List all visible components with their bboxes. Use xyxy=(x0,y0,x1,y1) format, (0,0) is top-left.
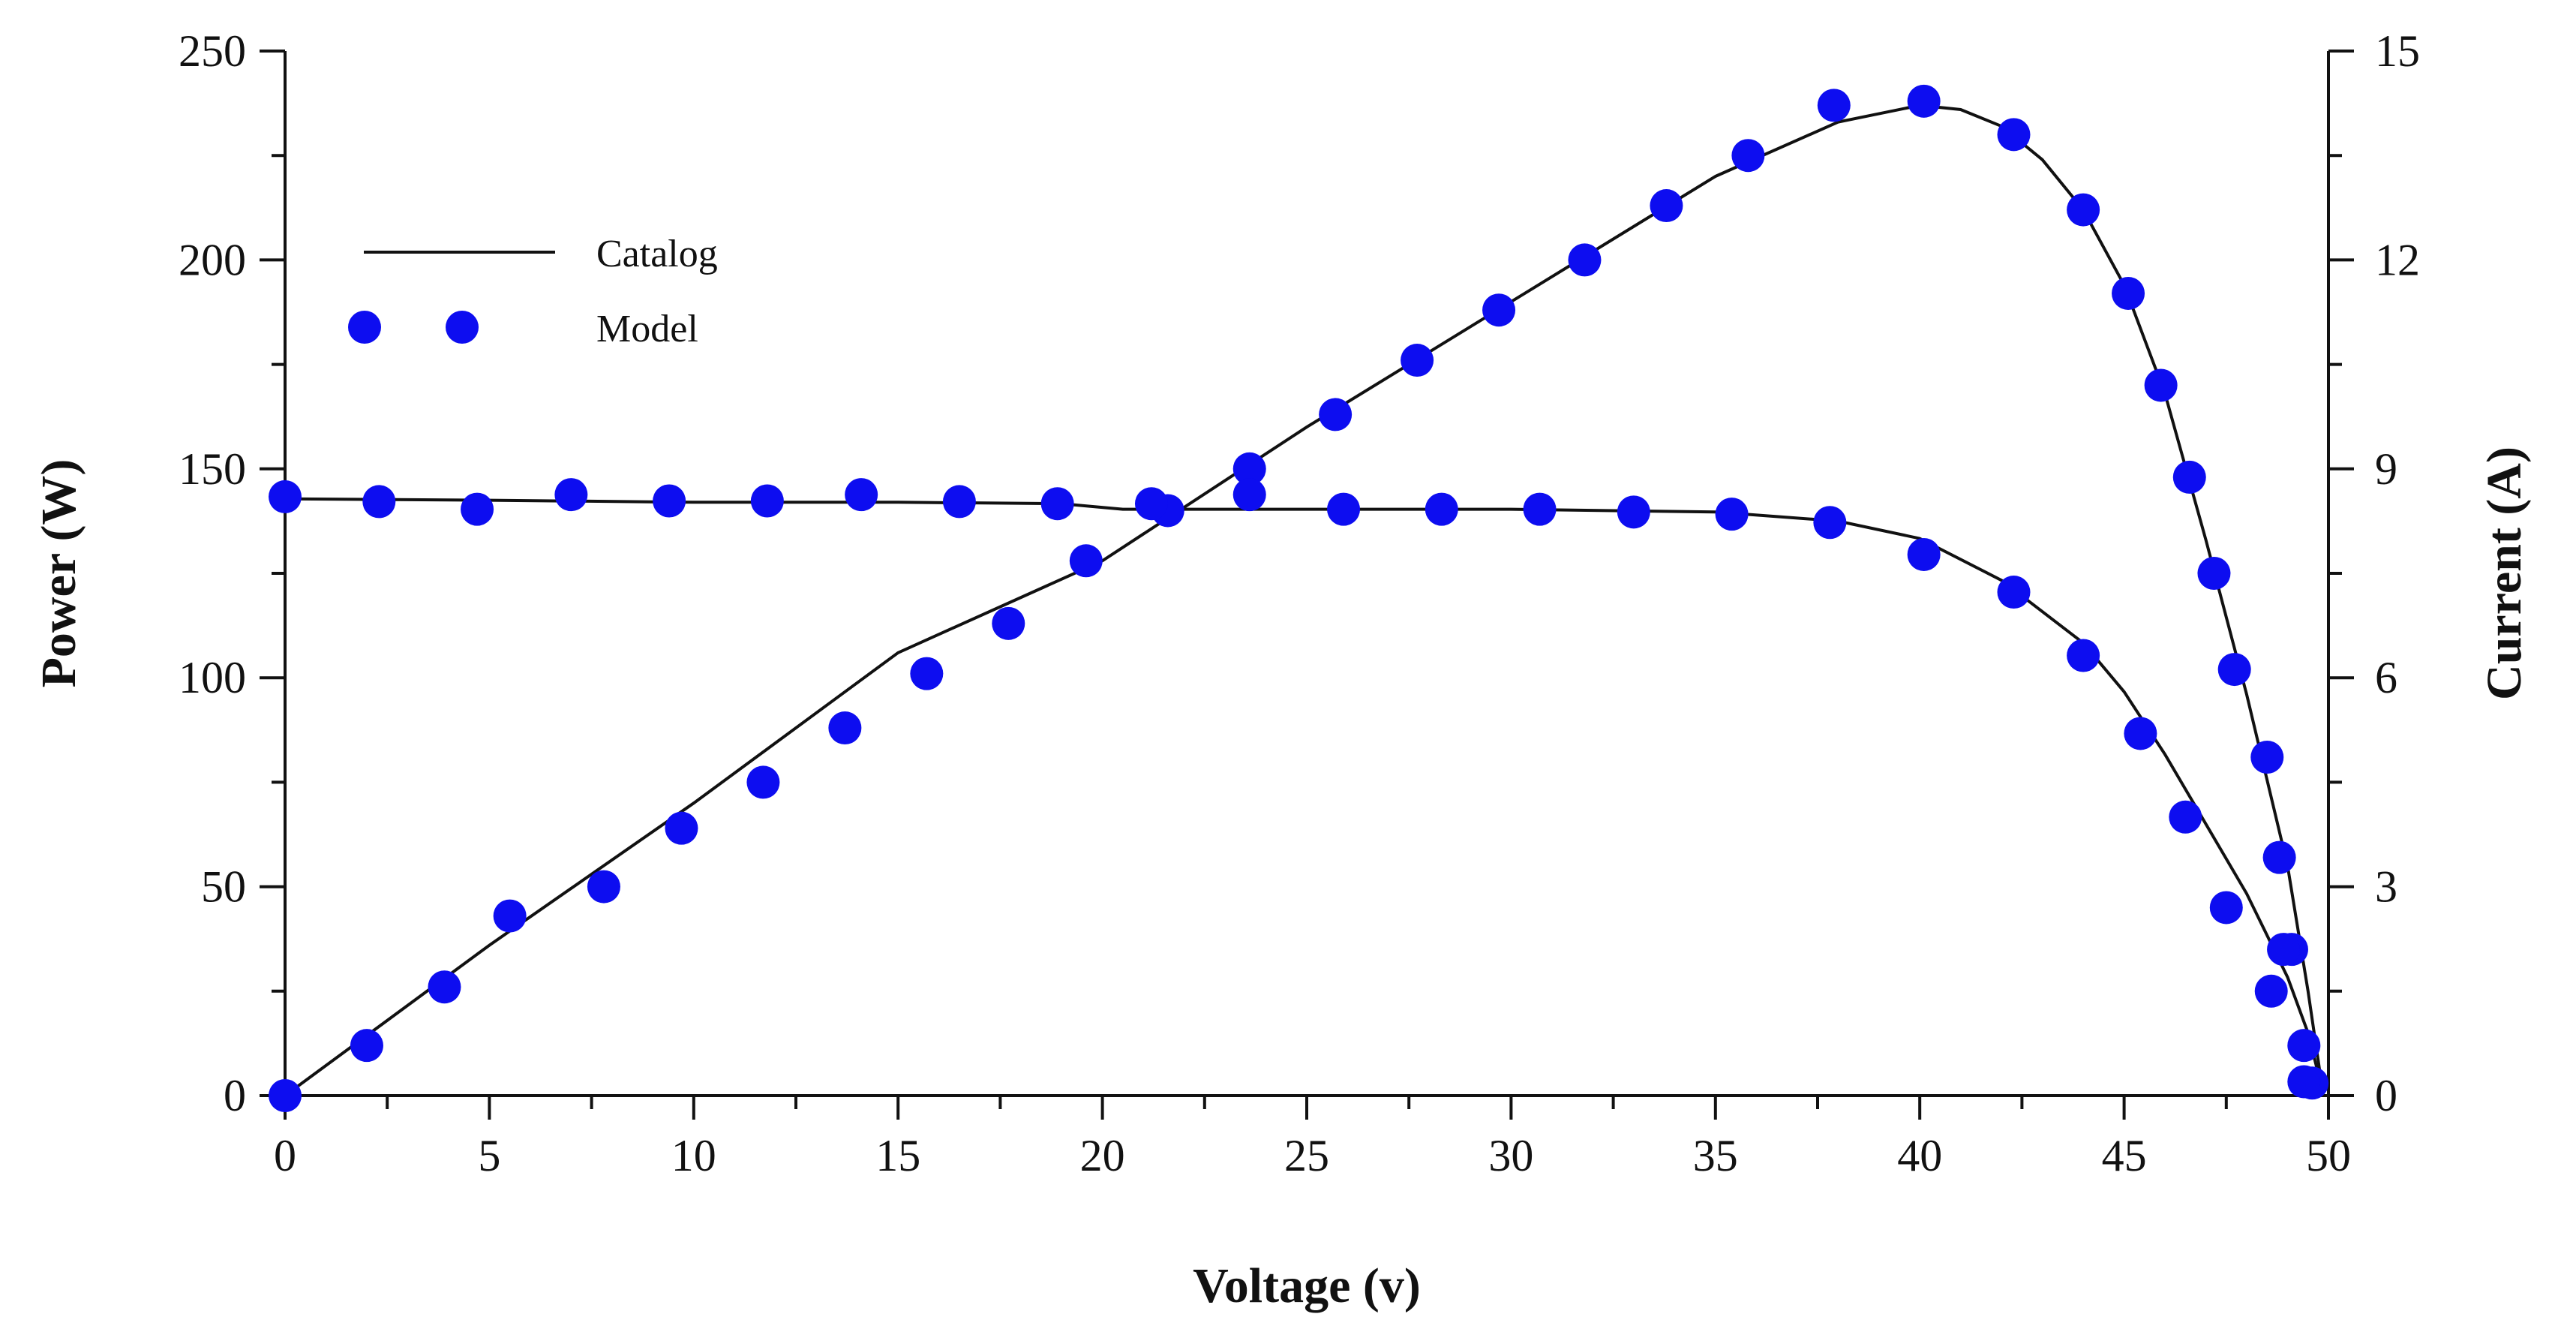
model-p-v-point xyxy=(1817,89,1851,122)
model-p-v-point xyxy=(350,1029,383,1063)
model-p-v-point xyxy=(2197,557,2231,590)
model-i-v-point xyxy=(554,478,588,512)
y-right-tick-label: 0 xyxy=(2375,1071,2397,1120)
model-p-v-point xyxy=(1319,398,1353,431)
y-left-tick-label: 50 xyxy=(201,862,246,912)
y-right-tick-label: 9 xyxy=(2375,444,2397,494)
tick-labels: 0 5 10 15 20 25 30 35 40 45 50 0 50 100 150 200 250 0 3 6 9 1… xyxy=(179,26,2420,1180)
model-p-v-point xyxy=(1232,452,1266,486)
x-tick-label: 15 xyxy=(875,1131,920,1180)
x-tick-label: 50 xyxy=(2306,1131,2351,1180)
x-tick-label: 35 xyxy=(1693,1131,1738,1180)
model-i-v-point xyxy=(1997,576,2031,609)
x-tick-label: 30 xyxy=(1488,1131,1533,1180)
model-p-v-point xyxy=(746,765,780,799)
model-i-v-point xyxy=(269,480,302,513)
y-right-axis-title: Current (A) xyxy=(2477,447,2532,700)
y-left-tick-label: 100 xyxy=(179,653,246,702)
y-right-tick-label: 3 xyxy=(2375,862,2397,912)
y-left-tick-label: 150 xyxy=(179,444,246,494)
x-tick-label: 40 xyxy=(1897,1131,1942,1180)
x-tick-label: 5 xyxy=(478,1131,500,1180)
model-i-v-point xyxy=(2209,891,2243,925)
legend-catalog-label: Catalog xyxy=(596,233,718,275)
model-i-v-point xyxy=(2124,717,2157,750)
model-i-v-point xyxy=(362,485,396,519)
model-i-v-point xyxy=(1134,487,1168,521)
model-i-v-point xyxy=(653,484,686,518)
model-p-v-point xyxy=(828,711,862,745)
y-right-tick-label: 12 xyxy=(2375,235,2420,284)
ticks xyxy=(260,50,2354,1120)
y-left-axis-title: Power (W) xyxy=(32,459,86,688)
model-p-v-point xyxy=(2112,276,2145,310)
model-i-v-point xyxy=(1617,495,1650,529)
model-p-v-point xyxy=(910,657,944,690)
model-i-v-point xyxy=(1813,506,1847,540)
model-i-v-point xyxy=(1523,492,1557,526)
model-i-v-point xyxy=(845,478,878,512)
model-p-v-point xyxy=(1568,243,1602,277)
catalog-p-v-line xyxy=(284,104,2322,1097)
model-i-v-point xyxy=(1425,492,1458,526)
model-i-v-point xyxy=(2169,800,2202,834)
y-left-tick-label: 0 xyxy=(224,1071,246,1120)
x-tick-label: 20 xyxy=(1080,1131,1125,1180)
model-p-v-point xyxy=(1997,118,2031,152)
model-p-v-point xyxy=(992,606,1025,640)
y-left-tick-label: 250 xyxy=(179,26,246,76)
legend-model-marker-1 xyxy=(348,311,381,344)
model-i-v-point xyxy=(750,484,784,518)
model-i-v-point xyxy=(461,492,494,526)
model-p-v-point xyxy=(2287,1029,2321,1063)
model-p-v-point xyxy=(2144,368,2178,402)
legend: Catalog Model xyxy=(348,233,718,350)
model-p-v-point xyxy=(428,970,461,1004)
legend-model-label: Model xyxy=(596,308,698,350)
model-p-v-point xyxy=(2262,840,2296,874)
model-p-v-point xyxy=(1069,544,1103,578)
model-i-v-point xyxy=(942,485,976,519)
model-i-v-point xyxy=(2287,1065,2321,1099)
model-p-v-point xyxy=(1731,139,1765,173)
model-p-v-point xyxy=(1482,293,1516,327)
y-left-tick-label: 200 xyxy=(179,235,246,284)
model-p-v-point xyxy=(2250,740,2284,774)
model-p-v-point xyxy=(2217,653,2251,687)
x-tick-label: 45 xyxy=(2102,1131,2147,1180)
x-tick-label: 25 xyxy=(1284,1131,1329,1180)
model-p-v-point xyxy=(2067,193,2100,227)
model-i-v-point xyxy=(2254,974,2288,1008)
x-axis-title: Voltage (v) xyxy=(1193,1258,1421,1313)
model-p-v-point xyxy=(1907,84,1941,118)
y-right-tick-label: 6 xyxy=(2375,653,2397,702)
model-i-v-point xyxy=(1040,487,1074,521)
model-i-v-point xyxy=(1715,498,1749,531)
model-i-v-point xyxy=(1327,492,1361,526)
model-p-v-point xyxy=(269,1079,302,1112)
model-i-v-point xyxy=(2267,933,2301,967)
model-p-v-point xyxy=(665,811,698,845)
model-markers xyxy=(269,84,2329,1112)
model-i-v-point xyxy=(1232,478,1266,512)
legend-model-marker-2 xyxy=(446,311,479,344)
model-p-v-point xyxy=(587,870,620,904)
y-right-tick-label: 15 xyxy=(2375,26,2420,76)
model-p-v-point xyxy=(2172,460,2206,494)
x-tick-label: 0 xyxy=(274,1131,296,1180)
x-tick-label: 10 xyxy=(671,1131,716,1180)
model-p-v-point xyxy=(493,899,527,933)
model-i-v-point xyxy=(1907,537,1941,571)
model-p-v-point xyxy=(1401,344,1434,377)
model-p-v-point xyxy=(1650,189,1683,223)
model-i-v-point xyxy=(2067,639,2100,672)
